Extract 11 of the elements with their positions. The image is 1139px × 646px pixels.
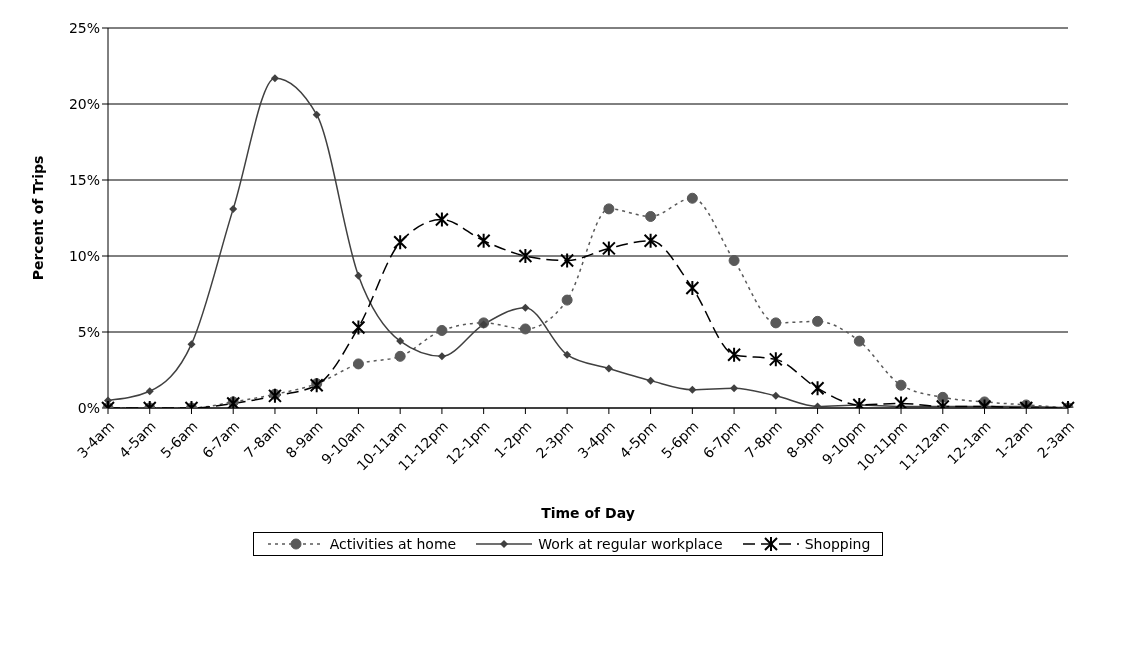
legend-label: Activities at home — [329, 536, 457, 552]
y-tick-label: 15% — [68, 171, 100, 188]
y-tick-label: 5% — [77, 323, 100, 340]
legend-label: Work at regular workplace — [538, 536, 723, 552]
y-tick-label: 0% — [77, 399, 100, 416]
legend-label: Shopping — [804, 536, 871, 552]
y-tick-label: 25% — [68, 19, 100, 36]
x-axis-title: Time of Day — [541, 505, 635, 521]
y-tick-label: 10% — [68, 247, 100, 264]
y-tick-label: 20% — [68, 95, 100, 112]
y-axis-title: Percent of Trips — [29, 155, 46, 281]
